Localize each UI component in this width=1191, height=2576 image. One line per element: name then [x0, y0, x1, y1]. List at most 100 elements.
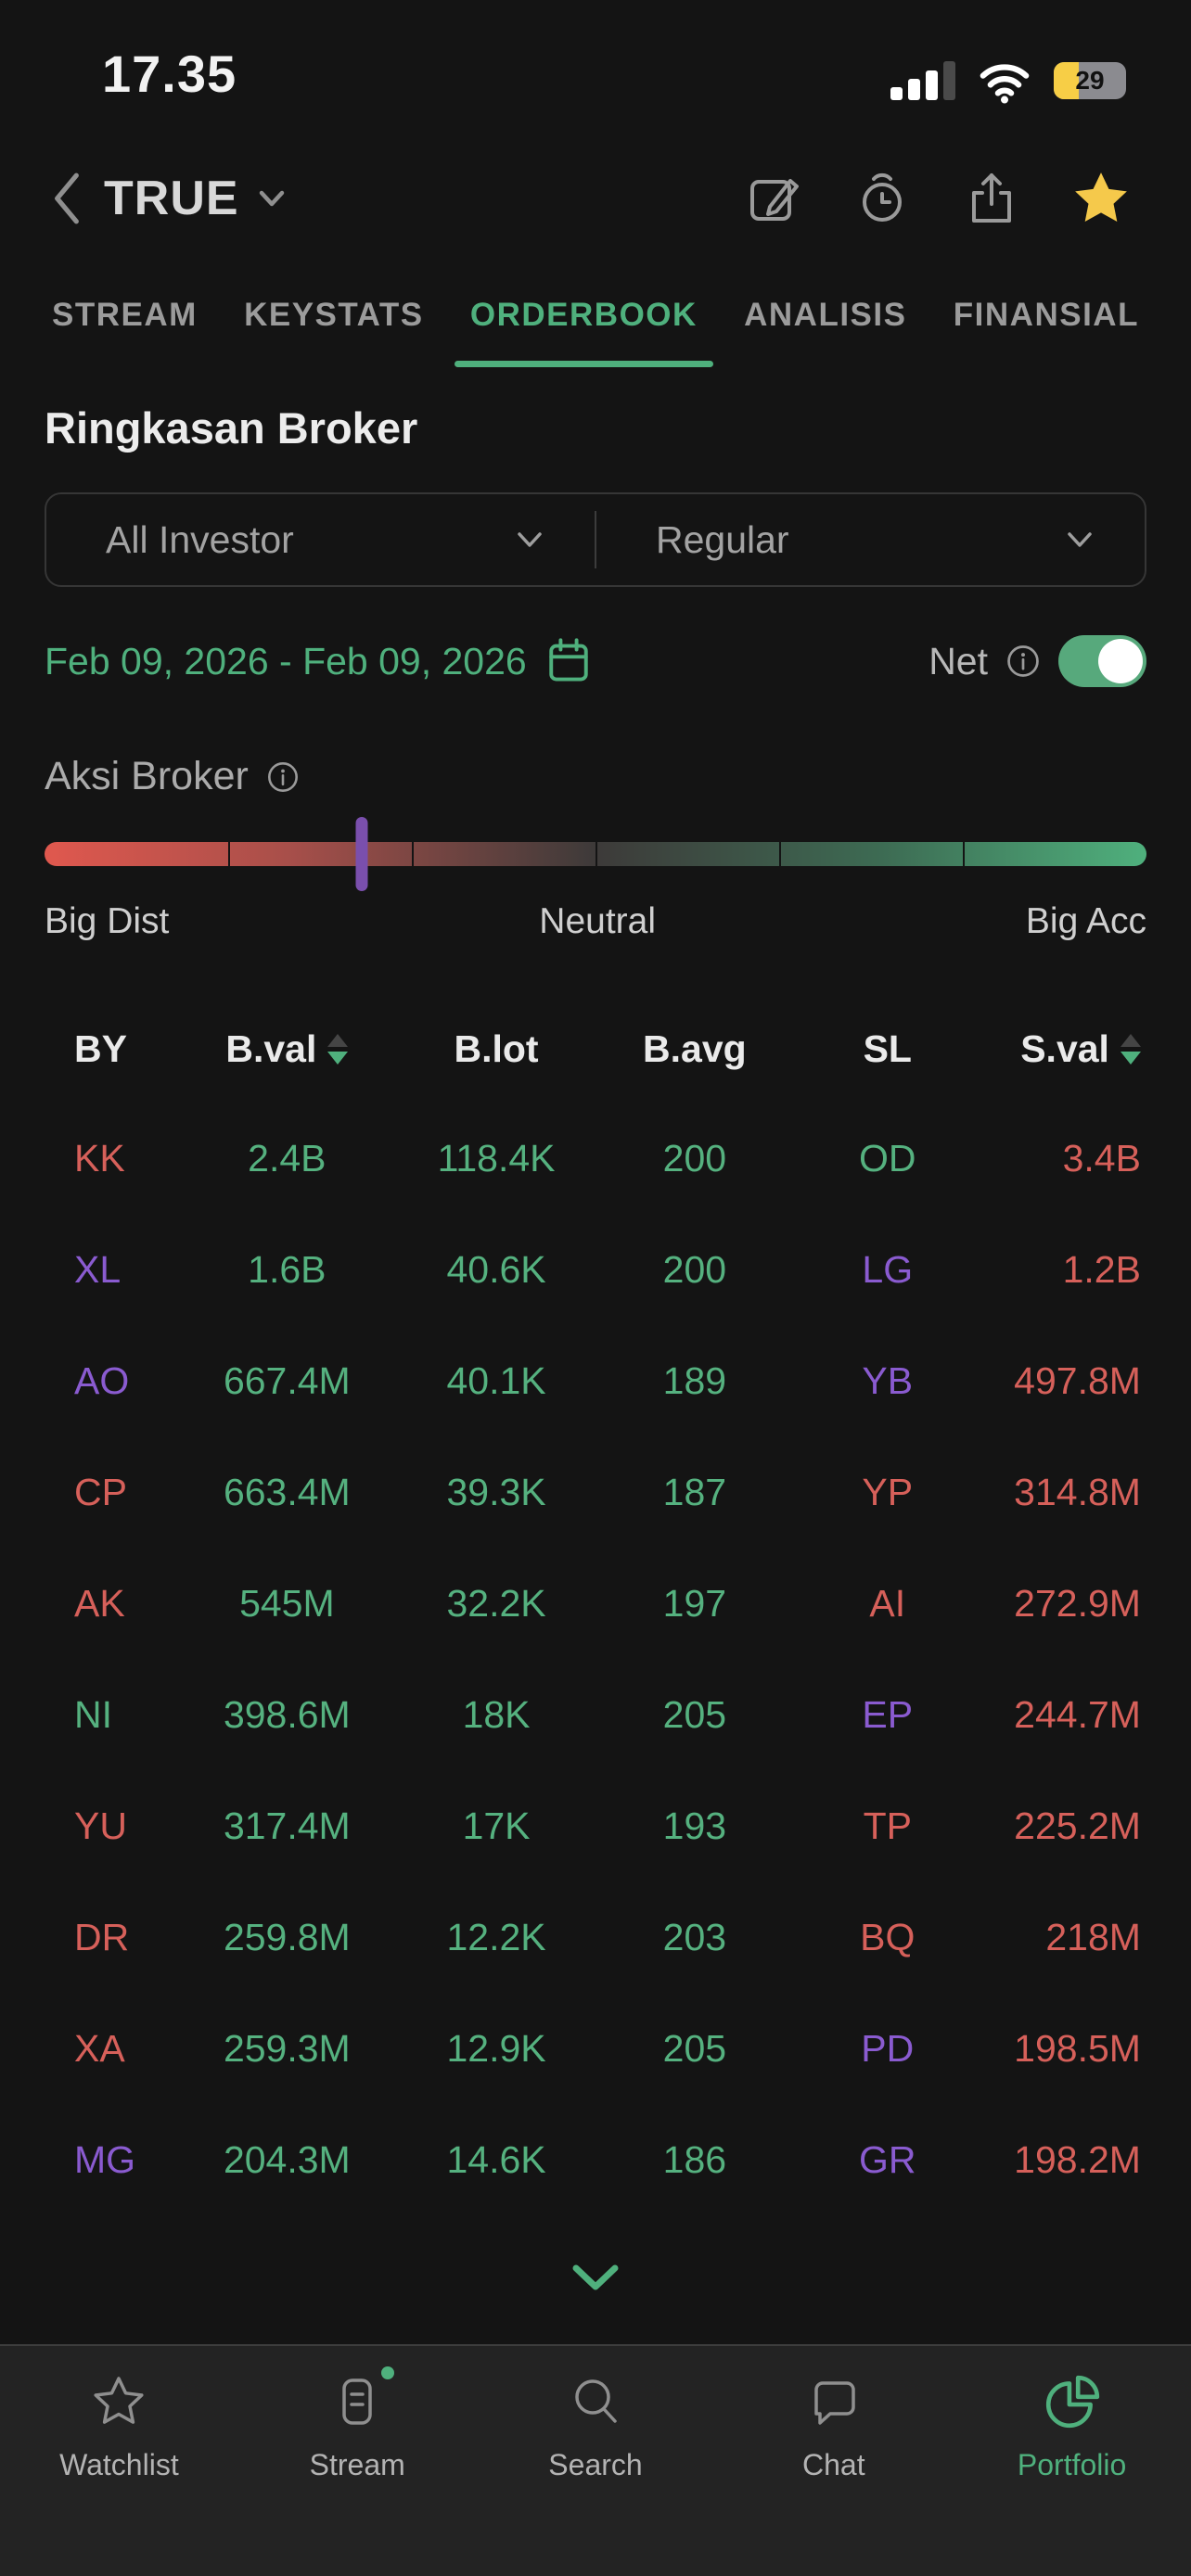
gauge-scale-labels: Big Dist Neutral Big Acc: [45, 901, 1146, 942]
nav-item-stream[interactable]: Stream: [238, 2366, 477, 2576]
buy-value: 259.8M: [223, 1915, 351, 1958]
buy-broker-code: YU: [74, 1804, 127, 1847]
sell-value: 314.8M: [1014, 1470, 1141, 1513]
calendar-icon: [549, 638, 588, 682]
sell-value: 198.5M: [1014, 2026, 1141, 2070]
sell-broker-code: PD: [861, 2026, 915, 2070]
watchlist-star-button[interactable]: [1070, 168, 1132, 229]
sell-value: 497.8M: [1014, 1358, 1141, 1402]
buy-lot: 18K: [462, 1692, 531, 1736]
nav-item-search[interactable]: Search: [477, 2370, 715, 2576]
symbol-selector[interactable]: TRUE: [104, 171, 288, 226]
buy-broker-code: XA: [74, 2026, 125, 2070]
speech-bubble-icon: [802, 2370, 865, 2433]
alarm-clock-icon: [863, 172, 902, 222]
date-range-picker[interactable]: Feb 09, 2026 - Feb 09, 2026: [45, 637, 592, 685]
buy-avg-price: 187: [662, 1470, 727, 1513]
broker-action-label: Aksi Broker: [45, 754, 249, 798]
buy-broker-code: AK: [74, 1581, 125, 1625]
column-header-sval[interactable]: S.val: [981, 1027, 1146, 1071]
broker-action-marker: [355, 817, 368, 891]
expand-table-button[interactable]: [569, 2262, 622, 2293]
buy-value: 2.4B: [248, 1136, 327, 1180]
nav-item-watchlist[interactable]: Watchlist: [0, 2370, 238, 2576]
search-icon: [564, 2370, 627, 2433]
sell-value: 244.7M: [1014, 1692, 1141, 1736]
buy-value: 663.4M: [223, 1470, 351, 1513]
pie-chart-icon: [1041, 2370, 1104, 2433]
buy-lot: 17K: [462, 1804, 531, 1847]
buy-lot: 40.1K: [446, 1358, 546, 1402]
buy-lot: 40.6K: [446, 1247, 546, 1291]
date-range-value: Feb 09, 2026 - Feb 09, 2026: [45, 639, 527, 682]
gauge-right-label: Big Acc: [1025, 901, 1146, 941]
nav-item-chat[interactable]: Chat: [714, 2370, 953, 2576]
buy-value: 545M: [239, 1581, 335, 1625]
stream-feed-icon: [326, 2366, 395, 2433]
table-row[interactable]: DR 259.8M 12.2K 203 BQ 218M: [0, 1881, 1191, 1993]
gauge-left-label: Big Dist: [45, 901, 170, 941]
table-row[interactable]: AO 667.4M 40.1K 189 YB 497.8M: [0, 1325, 1191, 1436]
tab-finansial[interactable]: FINANSIAL: [953, 297, 1139, 333]
buy-lot: 32.2K: [446, 1581, 546, 1625]
gauge-center-label: Neutral: [539, 901, 657, 941]
buy-avg-price: 203: [662, 1915, 727, 1958]
investor-filter-value: All Investor: [106, 517, 294, 561]
column-header-bavg: B.avg: [643, 1027, 747, 1070]
buy-avg-price: 205: [662, 1692, 727, 1736]
compose-post-button[interactable]: [742, 168, 803, 229]
sell-value: 1.2B: [1062, 1247, 1141, 1291]
info-icon[interactable]: [265, 759, 301, 795]
info-icon[interactable]: [1005, 643, 1042, 680]
sort-arrows-icon: [327, 1034, 349, 1065]
buy-lot: 39.3K: [446, 1470, 546, 1513]
table-row[interactable]: NI 398.6M 18K 205 EP 244.7M: [0, 1659, 1191, 1770]
net-toggle[interactable]: [1058, 635, 1146, 687]
sell-value: 272.9M: [1014, 1581, 1141, 1625]
back-button[interactable]: [48, 169, 89, 228]
sell-broker-code: LG: [862, 1247, 914, 1291]
sell-broker-code: EP: [862, 1692, 914, 1736]
buy-broker-code: XL: [74, 1247, 122, 1291]
tab-analisis[interactable]: ANALISIS: [744, 297, 907, 333]
sell-broker-code: YB: [862, 1358, 914, 1402]
sell-value: 218M: [1045, 1915, 1141, 1958]
column-header-by: BY: [74, 1027, 127, 1070]
share-button[interactable]: [961, 168, 1022, 229]
buy-avg-price: 200: [662, 1247, 727, 1291]
nav-item-portfolio[interactable]: Portfolio: [953, 2370, 1191, 2576]
table-row[interactable]: CP 663.4M 39.3K 187 YP 314.8M: [0, 1436, 1191, 1548]
table-row[interactable]: KK 2.4B 118.4K 200 OD 3.4B: [0, 1103, 1191, 1214]
sell-broker-code: GR: [859, 2137, 916, 2181]
table-row[interactable]: MG 204.3M 14.6K 186 GR 198.2M: [0, 2104, 1191, 2215]
cellular-signal-icon: [890, 61, 955, 100]
sort-arrows-icon: [1120, 1034, 1141, 1065]
buy-avg-price: 193: [662, 1804, 727, 1847]
table-row[interactable]: XL 1.6B 40.6K 200 LG 1.2B: [0, 1214, 1191, 1325]
buy-value: 317.4M: [223, 1804, 351, 1847]
sell-value: 225.2M: [1014, 1804, 1141, 1847]
chevron-left-icon: [55, 172, 79, 224]
tab-stream[interactable]: STREAM: [52, 297, 198, 333]
market-filter-value: Regular: [656, 517, 789, 561]
tab-keystats[interactable]: KEYSTATS: [244, 297, 424, 333]
investor-filter-dropdown[interactable]: All Investor: [46, 494, 595, 585]
buy-lot: 12.2K: [446, 1915, 546, 1958]
buy-lot: 12.9K: [446, 2026, 546, 2070]
tab-orderbook[interactable]: ORDERBOOK: [454, 297, 713, 367]
buy-value: 667.4M: [223, 1358, 351, 1402]
column-header-sl: SL: [863, 1027, 912, 1070]
sell-value: 3.4B: [1062, 1136, 1141, 1180]
market-filter-dropdown[interactable]: Regular: [596, 494, 1145, 585]
buy-broker-code: CP: [74, 1470, 127, 1513]
sell-broker-code: TP: [863, 1804, 912, 1847]
sell-broker-code: BQ: [860, 1915, 916, 1958]
column-header-bval[interactable]: B.val: [177, 1027, 398, 1071]
table-row[interactable]: XA 259.3M 12.9K 205 PD 198.5M: [0, 1993, 1191, 2104]
price-alert-button[interactable]: [852, 168, 913, 229]
table-row[interactable]: AK 545M 32.2K 197 AI 272.9M: [0, 1548, 1191, 1659]
table-row[interactable]: YU 317.4M 17K 193 TP 225.2M: [0, 1770, 1191, 1881]
status-bar: 17.35 29: [0, 0, 1191, 111]
buy-avg-price: 200: [662, 1136, 727, 1180]
buy-broker-code: DR: [74, 1915, 130, 1958]
